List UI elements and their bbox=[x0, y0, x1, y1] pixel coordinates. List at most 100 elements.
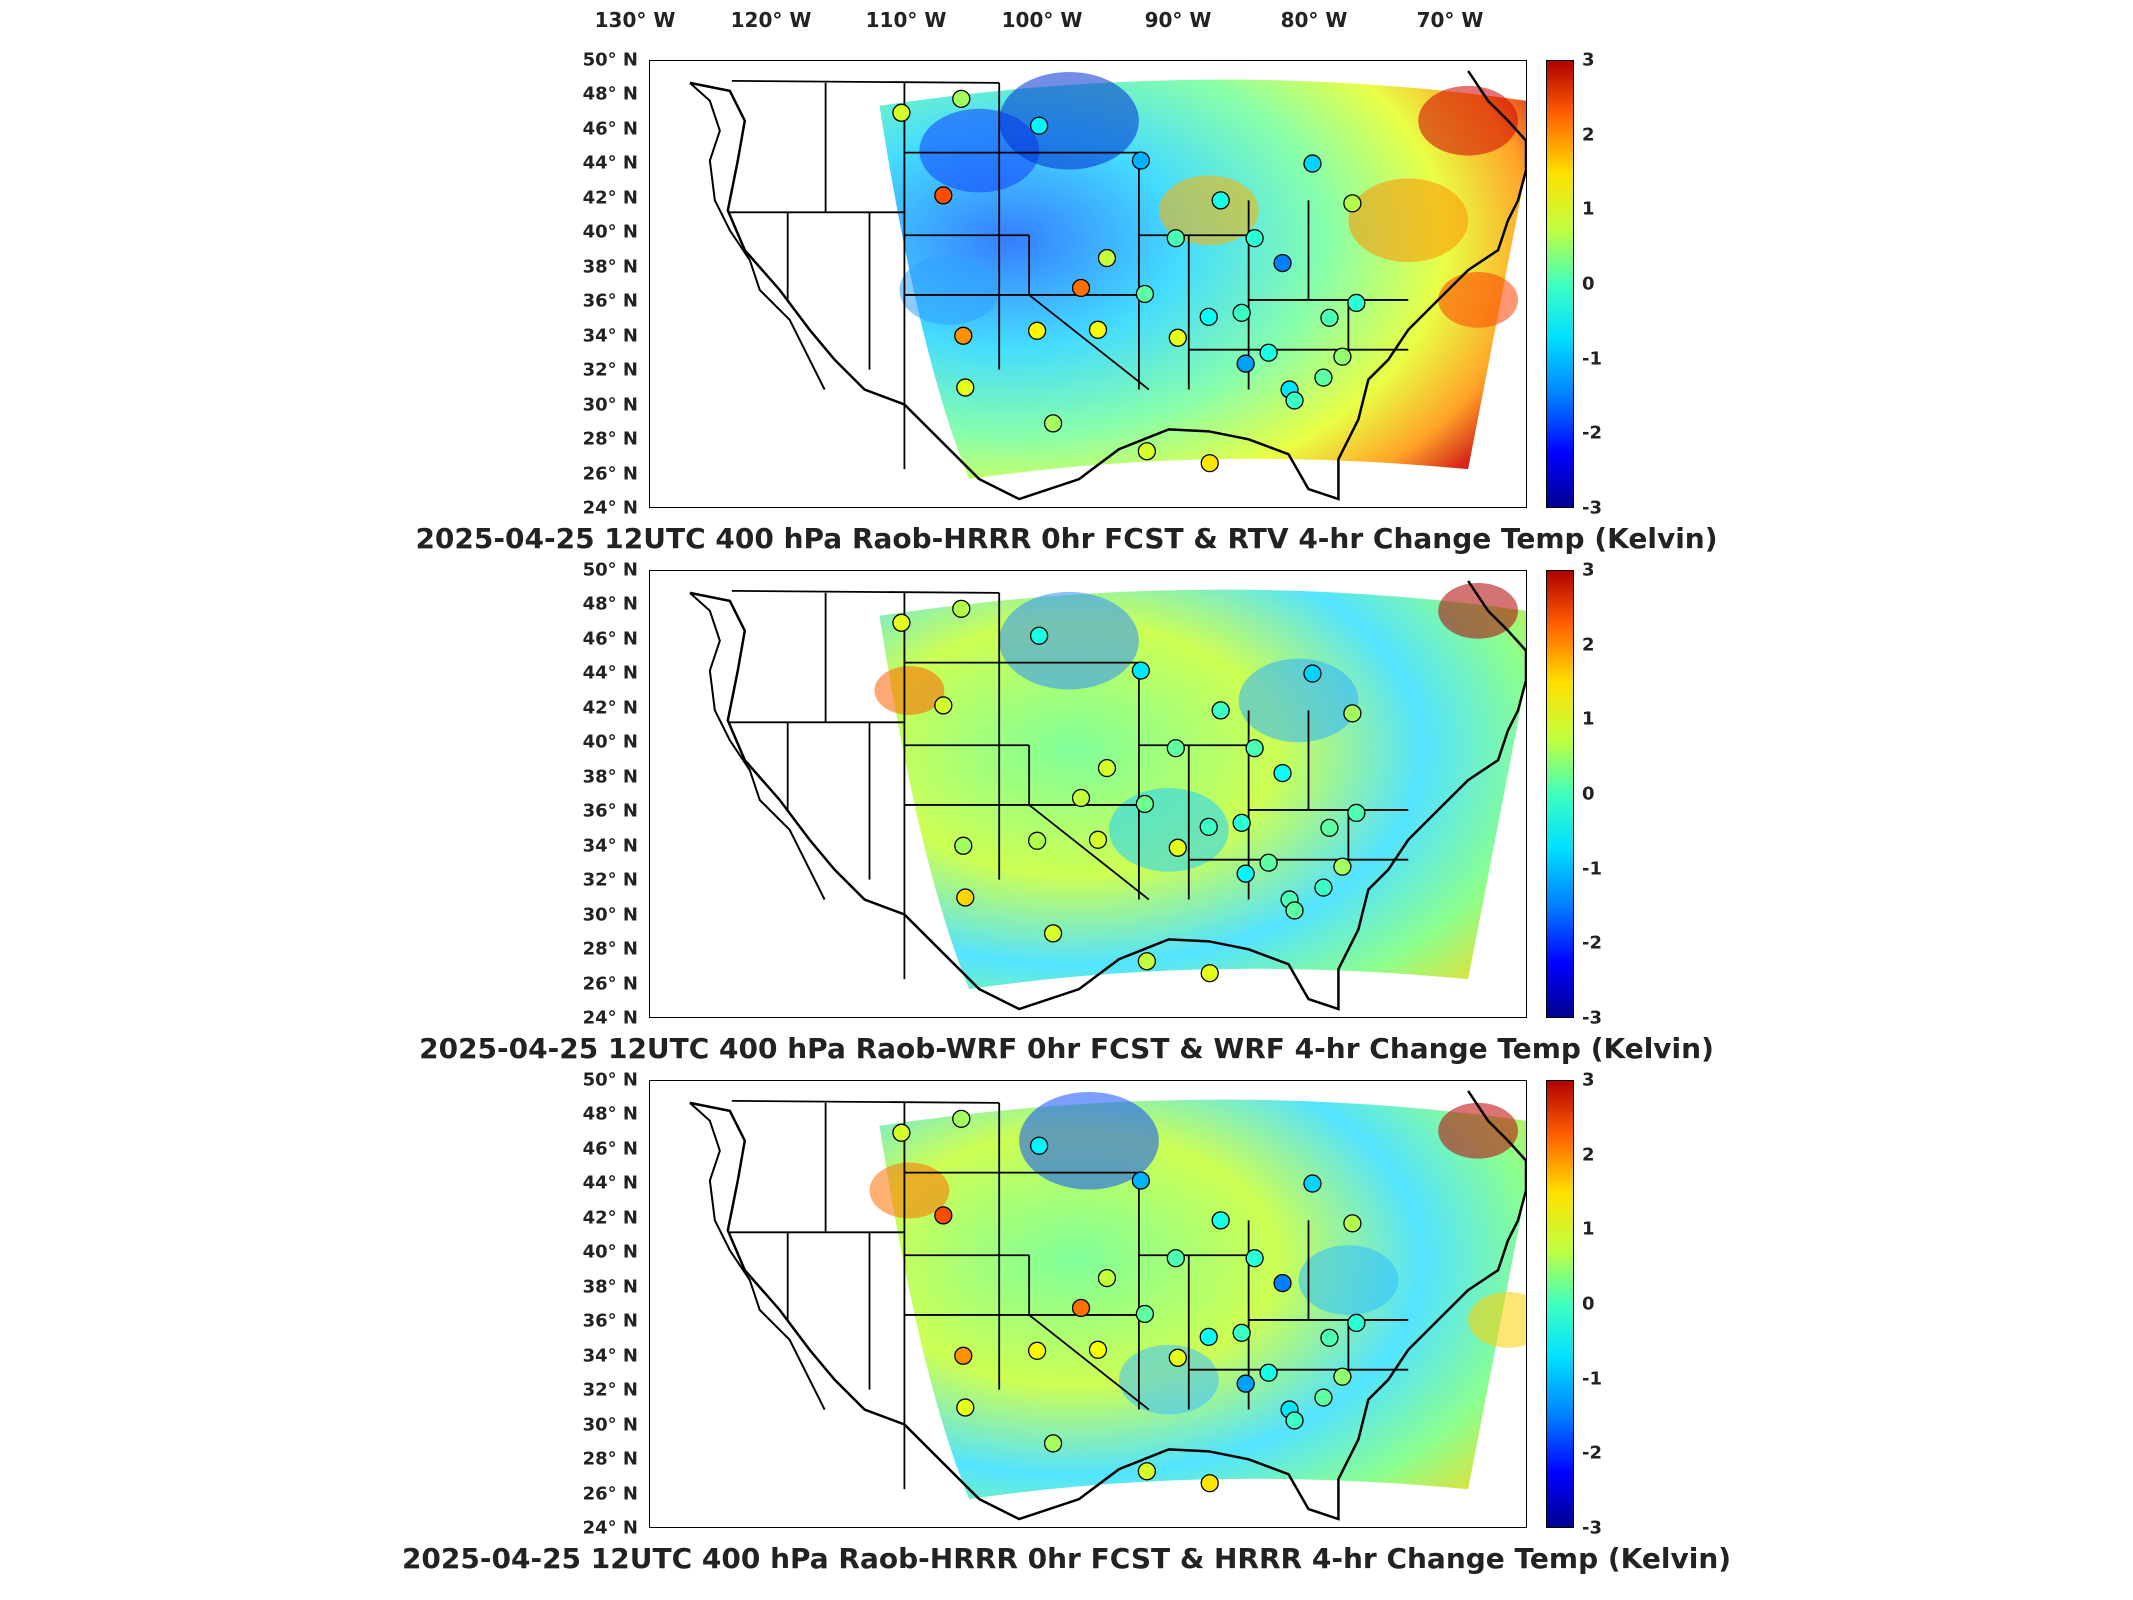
latitude-tick-label: 40° N bbox=[582, 221, 638, 243]
raob-station-marker bbox=[952, 1109, 971, 1128]
raob-station-marker bbox=[934, 1206, 953, 1225]
colorbar-tick-label: 1 bbox=[1582, 708, 1595, 730]
state-boundary bbox=[731, 590, 1000, 594]
raob-station-marker bbox=[934, 696, 953, 715]
latitude-tick-label: 42° N bbox=[582, 187, 638, 209]
raob-station-marker bbox=[1259, 343, 1278, 362]
longitude-tick-label: 100° W bbox=[1001, 8, 1083, 32]
raob-station-marker bbox=[952, 89, 971, 108]
raob-station-marker bbox=[1236, 864, 1255, 883]
colorbar bbox=[1546, 1080, 1574, 1528]
colorbar-tick-label: -2 bbox=[1582, 932, 1602, 954]
raob-station-marker bbox=[956, 378, 975, 397]
raob-station-marker bbox=[1320, 1328, 1339, 1347]
latitude-tick-label: 34° N bbox=[582, 1345, 638, 1367]
raob-station-marker bbox=[1211, 191, 1230, 210]
colorbar-tick-label: -3 bbox=[1582, 497, 1602, 519]
raob-station-marker bbox=[956, 888, 975, 907]
field-anomaly bbox=[1298, 1245, 1399, 1315]
west-coastline bbox=[689, 82, 826, 390]
raob-station-marker bbox=[1097, 759, 1117, 778]
latitude-tick-label: 30° N bbox=[582, 1414, 638, 1436]
latitude-tick-label: 24° N bbox=[582, 1517, 638, 1539]
colorbar-tick-label: -1 bbox=[1582, 858, 1602, 880]
raob-station-marker bbox=[1131, 661, 1151, 680]
raob-station-marker bbox=[1097, 249, 1117, 268]
raob-station-marker bbox=[1273, 763, 1292, 783]
raob-station-marker bbox=[1135, 284, 1154, 304]
temperature-change-map bbox=[649, 570, 1527, 1018]
latitude-tick-label: 32° N bbox=[582, 1379, 638, 1401]
latitude-tick-label: 50° N bbox=[582, 49, 638, 71]
raob-station-marker bbox=[1029, 1136, 1049, 1155]
coastline bbox=[689, 580, 1526, 1011]
raob-station-marker bbox=[1273, 1273, 1292, 1293]
field-anomaly bbox=[999, 71, 1139, 170]
west-coastline bbox=[689, 592, 826, 900]
latitude-tick-label: 32° N bbox=[582, 869, 638, 891]
field-anomaly bbox=[1468, 1292, 1526, 1348]
raob-station-marker bbox=[1168, 1348, 1187, 1367]
latitude-tick-label: 42° N bbox=[582, 1207, 638, 1229]
latitude-tick-label: 46° N bbox=[582, 1138, 638, 1160]
raob-station-marker bbox=[1029, 626, 1049, 645]
raob-station-marker bbox=[1071, 1298, 1091, 1318]
field-anomaly bbox=[1118, 1344, 1219, 1415]
raob-station-marker bbox=[1043, 1434, 1063, 1453]
raob-station-marker bbox=[1088, 320, 1108, 339]
raob-station-marker bbox=[1137, 952, 1156, 971]
field-anomaly bbox=[874, 666, 945, 715]
raob-station-marker bbox=[1027, 1341, 1047, 1360]
raob-station-marker bbox=[1199, 307, 1218, 326]
latitude-tick-label: 30° N bbox=[582, 904, 638, 926]
raob-station-marker bbox=[1285, 901, 1304, 920]
raob-station-marker bbox=[1135, 794, 1154, 814]
latitude-tick-label: 46° N bbox=[582, 118, 638, 140]
raob-station-marker bbox=[1333, 347, 1352, 366]
map-canvas bbox=[689, 580, 1526, 1011]
raob-station-marker bbox=[1200, 964, 1219, 983]
map-panel-2: 50° N 48° N 46° N 44° N 42° N 40° N 38° N 36° N… bbox=[0, 560, 2133, 1080]
raob-station-marker bbox=[1303, 664, 1322, 683]
raob-station-marker bbox=[1333, 1367, 1352, 1386]
raob-station-marker bbox=[1303, 1174, 1322, 1193]
latitude-tick-label: 24° N bbox=[582, 1007, 638, 1029]
coastline bbox=[689, 1090, 1526, 1521]
raob-station-marker bbox=[1211, 1211, 1230, 1230]
state-boundary bbox=[731, 1100, 1000, 1104]
latitude-tick-label: 46° N bbox=[582, 628, 638, 650]
raob-station-marker bbox=[1245, 739, 1264, 758]
latitude-tick-label: 48° N bbox=[582, 593, 638, 615]
latitude-tick-label: 26° N bbox=[582, 463, 638, 485]
raob-station-marker bbox=[956, 1398, 975, 1417]
longitude-tick-label: 70° W bbox=[1416, 8, 1484, 32]
raob-station-marker bbox=[1343, 1214, 1362, 1233]
raob-station-marker bbox=[952, 599, 971, 618]
latitude-tick-label: 32° N bbox=[582, 359, 638, 381]
latitude-tick-label: 36° N bbox=[582, 290, 638, 312]
raob-station-marker bbox=[1199, 1327, 1218, 1346]
raob-station-marker bbox=[1166, 739, 1185, 758]
raob-station-marker bbox=[1232, 1323, 1251, 1342]
raob-station-marker bbox=[1236, 1374, 1255, 1393]
field-anomaly bbox=[1158, 175, 1259, 246]
raob-station-marker bbox=[1027, 831, 1047, 850]
raob-station-marker bbox=[1347, 1313, 1366, 1333]
colorbar-tick-label: -2 bbox=[1582, 422, 1602, 444]
longitude-tick-label: 90° W bbox=[1144, 8, 1212, 32]
raob-station-marker bbox=[1245, 229, 1264, 248]
raob-station-marker bbox=[954, 1346, 973, 1365]
colorbar-tick-label: 1 bbox=[1582, 1218, 1595, 1240]
latitude-tick-label: 26° N bbox=[582, 973, 638, 995]
colorbar-tick-label: 0 bbox=[1582, 783, 1595, 805]
latitude-tick-label: 36° N bbox=[582, 800, 638, 822]
raob-station-marker bbox=[1097, 1269, 1117, 1288]
colorbar-tick-label: 2 bbox=[1582, 634, 1595, 656]
coastline bbox=[689, 70, 1526, 501]
raob-station-marker bbox=[1168, 328, 1187, 347]
panel-caption: 2025-04-25 12UTC 400 hPa Raob-HRRR 0hr F… bbox=[415, 522, 1718, 555]
colorbar-tick-label: -3 bbox=[1582, 1517, 1602, 1539]
colorbar-tick-label: 3 bbox=[1582, 49, 1595, 71]
field-anomaly bbox=[1438, 1102, 1519, 1159]
raob-station-marker bbox=[1200, 1474, 1219, 1493]
